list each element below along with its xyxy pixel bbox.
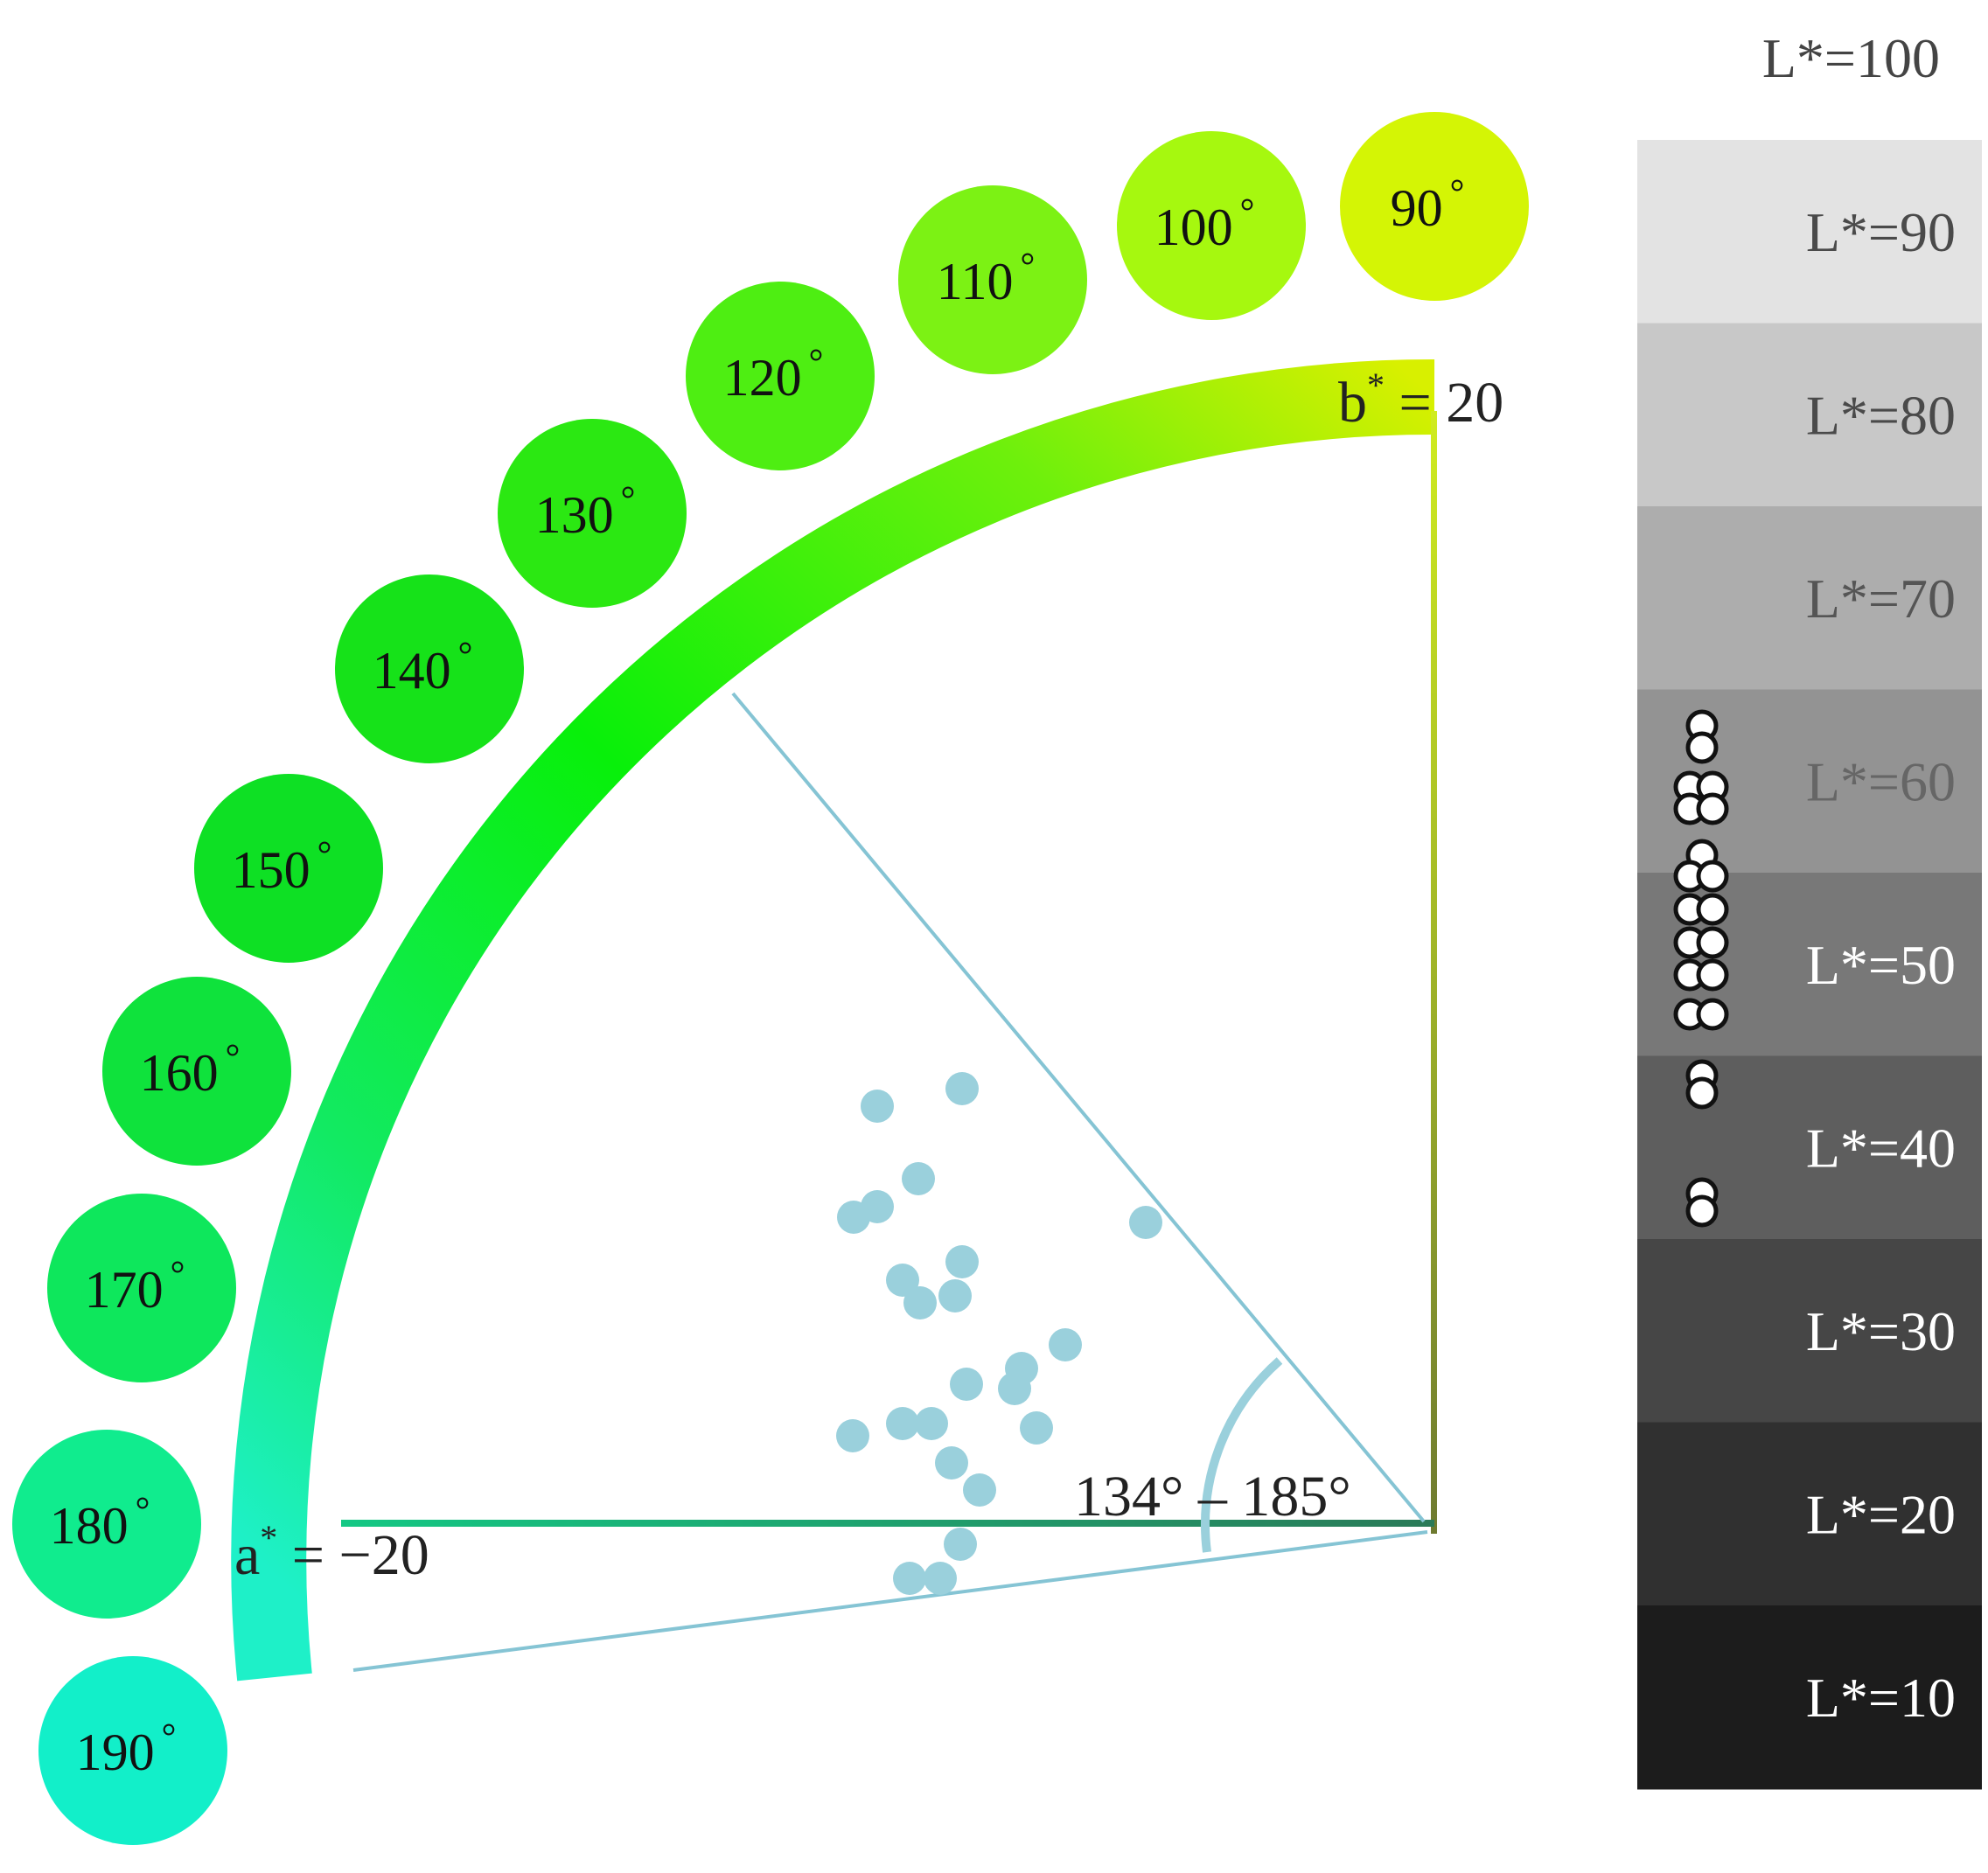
scatter-point [915, 1407, 948, 1440]
lightness-band-label: L*=70 [1806, 567, 1956, 630]
scatter-point [836, 1419, 869, 1452]
hue-circle-label: 120 ° [723, 343, 824, 407]
scatter-point [924, 1562, 957, 1595]
scatter-point [950, 1368, 983, 1401]
lightness-band-label: L*=10 [1806, 1667, 1956, 1729]
scatter-point [861, 1190, 894, 1223]
lightness-marker [1696, 958, 1729, 992]
hue-circle-fill [194, 774, 383, 963]
hue-circle-label: 130 ° [535, 480, 636, 544]
a-axis-label: a* = −20 [234, 1518, 429, 1587]
lightness-band-label: L*=50 [1806, 934, 1956, 996]
scatter-point [903, 1286, 937, 1319]
scatter-point [944, 1528, 977, 1561]
hue-circle-fill [47, 1194, 236, 1382]
lightness-marker [1685, 1076, 1719, 1110]
scatter-point [945, 1245, 979, 1278]
lightness-top-label: L*=100 [1762, 27, 1940, 89]
scatter-point [902, 1162, 935, 1195]
hue-circle-fill [12, 1430, 201, 1619]
lightness-marker [1685, 731, 1719, 764]
hue-circle-fill [898, 185, 1087, 374]
scatter-point [935, 1446, 968, 1480]
scatter-points [836, 1072, 1162, 1595]
b-axis-label: b* = 20 [1338, 366, 1503, 435]
hue-circle-label: 140 ° [373, 636, 473, 700]
hue-circle-110: 110 ° [898, 185, 1087, 374]
hue-range-label: 134° – 185° [1074, 1465, 1351, 1528]
lightness-marker [1696, 792, 1729, 825]
b-axis-line [1431, 411, 1437, 1534]
lightness-band-label: L*=90 [1806, 201, 1956, 263]
a-axis-line [341, 1520, 1434, 1527]
scatter-point [886, 1407, 919, 1440]
hue-circle-label: 170 ° [85, 1255, 185, 1319]
hue-circle-label: 110 ° [937, 247, 1036, 310]
lightness-band-label: L*=20 [1806, 1483, 1956, 1545]
lightness-band [1637, 1239, 1982, 1424]
scatter-point [893, 1562, 926, 1595]
hue-circle-label: 180 ° [50, 1491, 150, 1555]
hue-circle-fill [498, 419, 687, 608]
hue-circle-90: 90 ° [1340, 112, 1529, 301]
hue-circle-150: 150 ° [194, 774, 383, 963]
scatter-point [861, 1090, 894, 1123]
lightness-band [1637, 506, 1982, 691]
lightness-marker [1696, 998, 1729, 1031]
hue-range-arc [1201, 1357, 1283, 1553]
hue-circle-fill [102, 977, 291, 1166]
lightness-band-label: L*=40 [1806, 1117, 1956, 1179]
lightness-band [1637, 140, 1982, 324]
hue-circle-fill [335, 574, 524, 763]
hue-circle-group: 90 ° 100 ° 110 ° 120 ° 130 ° 140 ° 150 ° 160 ° 170 ° 180 ° 1… [12, 112, 1529, 1845]
scatter-point [998, 1372, 1031, 1405]
sector-boundary-upper [731, 692, 1426, 1523]
scatter-point [963, 1473, 996, 1507]
hue-circle-label: 160 ° [140, 1038, 241, 1102]
lightness-sample-markers [1673, 709, 1729, 1228]
lightness-band-label: L*=60 [1806, 750, 1956, 812]
hue-circle-120: 120 ° [686, 282, 875, 470]
lightness-marker [1685, 1194, 1719, 1228]
lightness-marker [1696, 893, 1729, 926]
sector-boundary-lower [352, 1530, 1428, 1672]
hue-gradient-arc [231, 359, 1435, 1682]
hue-circle-label: 100 ° [1154, 192, 1255, 256]
hue-circle-180: 180 ° [12, 1430, 201, 1619]
lightness-marker [1696, 860, 1729, 893]
hue-circle-140: 140 ° [335, 574, 524, 763]
hue-circle-label: 190 ° [76, 1717, 177, 1781]
hue-circle-160: 160 ° [102, 977, 291, 1166]
hue-circle-label: 90 ° [1391, 173, 1465, 237]
lightness-band-label: L*=30 [1806, 1300, 1956, 1362]
hue-circle-fill [38, 1656, 227, 1845]
hue-circle-170: 170 ° [47, 1194, 236, 1382]
hue-circle-fill [686, 282, 875, 470]
scatter-point [945, 1072, 979, 1105]
scatter-point [1049, 1328, 1082, 1361]
scatter-point [1129, 1206, 1162, 1239]
lightness-marker [1696, 926, 1729, 959]
hue-circle-190: 190 ° [38, 1656, 227, 1845]
lightness-band [1637, 323, 1982, 507]
scatter-point [1020, 1411, 1053, 1445]
lightness-band-label: L*=80 [1806, 384, 1956, 446]
hue-circle-100: 100 ° [1117, 131, 1306, 320]
hue-circle-130: 130 ° [498, 419, 687, 608]
scatter-point [886, 1264, 919, 1297]
scatter-point [938, 1279, 972, 1312]
lightness-band [1637, 1422, 1982, 1606]
hue-circle-fill [1340, 112, 1529, 301]
hue-circle-fill [1117, 131, 1306, 320]
hue-circle-label: 150 ° [232, 835, 332, 899]
lightness-band [1637, 1605, 1982, 1790]
